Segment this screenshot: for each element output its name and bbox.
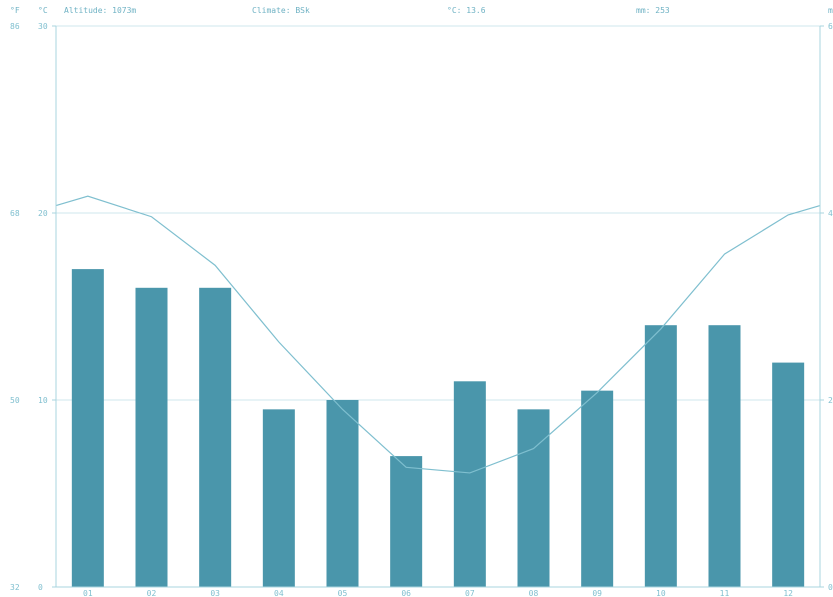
precipitation-bar — [772, 362, 805, 587]
precipitation-bar — [453, 381, 486, 587]
unit-fahrenheit-label: °F — [10, 6, 20, 15]
y-tick-label-precipitation: 40 — [828, 209, 833, 218]
x-tick-label: 01 — [83, 589, 93, 597]
x-tick-label: 02 — [147, 589, 157, 597]
tick-labels: 32 0 0 50 10 20 68 20 40 86 30 60 01 02 03 04 05 06 07 08 09… — [10, 22, 833, 597]
altitude-label: Altitude: 1073m — [64, 6, 136, 15]
precipitation-bar — [326, 400, 359, 587]
axes-layer — [52, 25, 824, 588]
y-tick-label-celsius: 10 — [38, 396, 48, 405]
x-tick-label: 11 — [720, 589, 730, 597]
precipitation-total-label: mm: 253 — [636, 6, 670, 15]
y-tick-label-precipitation: 20 — [828, 396, 833, 405]
x-tick-label: 04 — [274, 589, 284, 597]
precipitation-bar — [517, 409, 550, 587]
y-tick-label-precipitation: 0 — [828, 583, 833, 592]
precipitation-bar — [581, 390, 614, 587]
y-tick-label-celsius: 30 — [38, 22, 48, 31]
x-tick-label: 07 — [465, 589, 475, 597]
y-tick-label-fahrenheit: 68 — [10, 209, 20, 218]
x-tick-label: 09 — [592, 589, 602, 597]
y-tick-label-fahrenheit: 32 — [10, 583, 20, 592]
precipitation-bar — [390, 456, 423, 587]
precipitation-bar — [135, 287, 168, 587]
x-tick-label: 12 — [783, 589, 793, 597]
temperature-line — [55, 195, 821, 474]
precipitation-bars — [71, 269, 805, 587]
unit-celsius-label: °C — [38, 6, 48, 15]
x-tick-label: 03 — [210, 589, 220, 597]
precipitation-bar — [71, 269, 104, 587]
precipitation-bar — [644, 325, 677, 587]
unit-mm-label: mm — [828, 6, 833, 15]
x-tick-label: 05 — [338, 589, 348, 597]
chart-header: °F °C Altitude: 1073m Climate: BSk °C: 1… — [10, 6, 833, 15]
y-tick-label-fahrenheit: 86 — [10, 22, 20, 31]
precipitation-bar — [199, 287, 232, 587]
y-tick-label-celsius: 0 — [38, 583, 43, 592]
x-tick-label: 08 — [529, 589, 539, 597]
x-tick-label: 06 — [401, 589, 411, 597]
temperature-line-layer — [55, 195, 821, 474]
precipitation-bar — [708, 325, 741, 587]
y-tick-label-fahrenheit: 50 — [10, 396, 20, 405]
climate-label: Climate: BSk — [252, 6, 310, 15]
grid-layer — [56, 25, 820, 588]
y-tick-label-precipitation: 60 — [828, 22, 833, 31]
avg-temperature-label: °C: 13.6 — [447, 6, 486, 15]
y-tick-label-celsius: 20 — [38, 209, 48, 218]
precipitation-bar — [262, 409, 295, 587]
x-tick-label: 10 — [656, 589, 666, 597]
